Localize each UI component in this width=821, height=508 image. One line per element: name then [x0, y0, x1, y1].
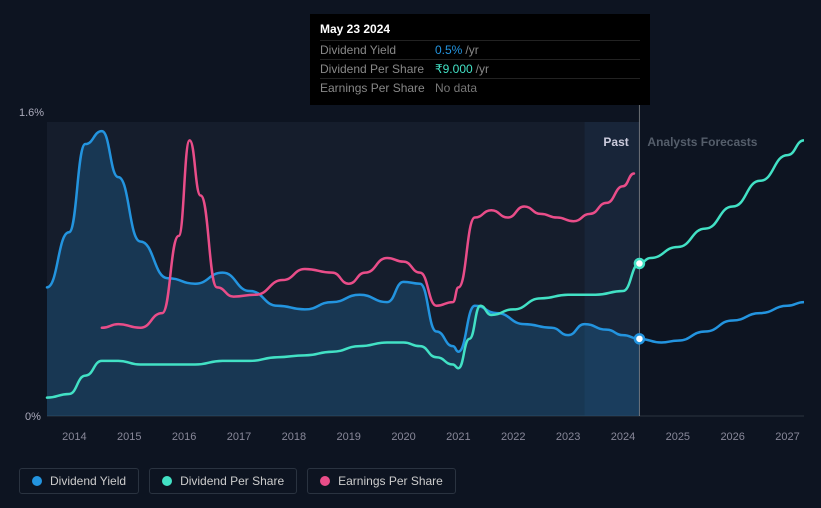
legend-item-dividend-per-share[interactable]: Dividend Per Share: [149, 468, 297, 494]
svg-text:2024: 2024: [611, 431, 635, 443]
tooltip-date: May 23 2024: [320, 22, 640, 40]
tooltip-row: Dividend Per Share₹9.000/yr: [320, 59, 640, 78]
svg-text:2027: 2027: [775, 431, 799, 443]
tooltip-row-label: Earnings Per Share: [320, 81, 435, 95]
chart-container: 1.6% 0% 2014 2015 2016 2017 2018 2019 2020 2021 20…: [19, 100, 804, 450]
tooltip-row: Earnings Per ShareNo data: [320, 78, 640, 97]
svg-text:2014: 2014: [62, 431, 86, 443]
legend-dot: [320, 476, 330, 486]
legend-label: Dividend Per Share: [180, 474, 284, 488]
chart-tooltip: May 23 2024 Dividend Yield0.5%/yrDividen…: [310, 14, 650, 105]
svg-text:2015: 2015: [117, 431, 141, 443]
legend-label: Earnings Per Share: [338, 474, 443, 488]
svg-text:2021: 2021: [446, 431, 470, 443]
tooltip-row-unit: /yr: [476, 62, 489, 76]
svg-text:0%: 0%: [25, 411, 41, 423]
chart-svg[interactable]: 1.6% 0% 2014 2015 2016 2017 2018 2019 2020 2021 20…: [19, 100, 804, 452]
svg-text:2018: 2018: [282, 431, 306, 443]
legend-dot: [32, 476, 42, 486]
svg-text:2025: 2025: [666, 431, 690, 443]
svg-text:2020: 2020: [391, 431, 415, 443]
legend-item-earnings-per-share[interactable]: Earnings Per Share: [307, 468, 456, 494]
tooltip-row-value: ₹9.000: [435, 62, 473, 76]
svg-text:1.6%: 1.6%: [19, 107, 44, 119]
svg-text:2026: 2026: [720, 431, 744, 443]
legend-item-dividend-yield[interactable]: Dividend Yield: [19, 468, 139, 494]
legend-label: Dividend Yield: [50, 474, 126, 488]
tooltip-row-unit: /yr: [465, 43, 478, 57]
svg-text:2016: 2016: [172, 431, 196, 443]
past-label: Past: [603, 135, 628, 149]
legend-dot: [162, 476, 172, 486]
svg-text:2022: 2022: [501, 431, 525, 443]
tooltip-row-label: Dividend Yield: [320, 43, 435, 57]
svg-text:2019: 2019: [336, 431, 360, 443]
tooltip-row: Dividend Yield0.5%/yr: [320, 40, 640, 59]
tooltip-row-value: 0.5%: [435, 43, 462, 57]
legend: Dividend Yield Dividend Per Share Earnings…: [19, 468, 456, 494]
svg-text:2023: 2023: [556, 431, 580, 443]
tooltip-row-value: No data: [435, 81, 477, 95]
forecast-label: Analysts Forecasts: [647, 135, 757, 149]
tooltip-row-label: Dividend Per Share: [320, 62, 435, 76]
svg-text:2017: 2017: [227, 431, 251, 443]
